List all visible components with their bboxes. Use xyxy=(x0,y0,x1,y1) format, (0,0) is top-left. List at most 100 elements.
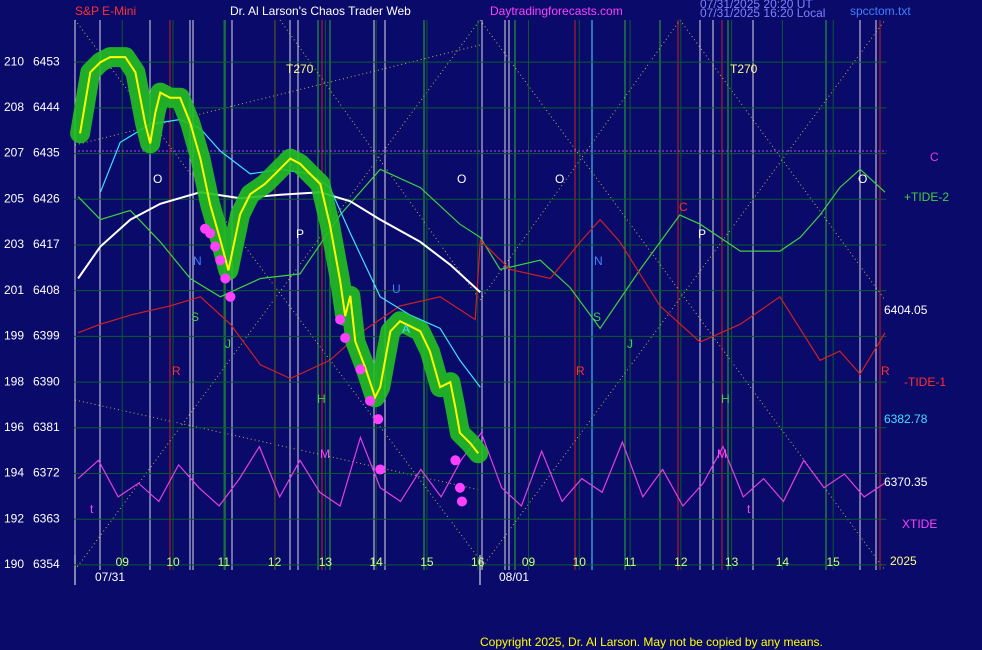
y-tick-label: 6381 xyxy=(33,420,60,434)
y-alt-tick-label: 201 xyxy=(4,283,24,297)
series-end-label: 6404.05 xyxy=(884,303,928,317)
series-line xyxy=(77,431,885,508)
y-alt-tick-label: 210 xyxy=(4,54,24,68)
annotation: R xyxy=(576,364,585,378)
y-tick-label: 6435 xyxy=(33,146,60,160)
y-tick-label: 6408 xyxy=(33,283,60,297)
site-url: Daytradingforecasts.com xyxy=(490,4,623,18)
annotation: O xyxy=(555,172,564,186)
y-alt-tick-label: 196 xyxy=(4,420,24,434)
y-tick-label: 6426 xyxy=(33,191,60,205)
y-alt-tick-label: 192 xyxy=(4,511,24,525)
gann-line xyxy=(479,19,681,301)
timestamp: 07/31/2025 16:20 Local xyxy=(700,6,825,20)
annotation: M xyxy=(717,447,727,461)
y-alt-tick-label: 207 xyxy=(4,146,24,160)
x-tick-label: 15 xyxy=(827,555,841,569)
pivot-dot xyxy=(205,228,216,239)
x-tick-label: 11 xyxy=(624,555,637,569)
annotation: R xyxy=(881,364,890,378)
annotation: S xyxy=(191,310,199,324)
x-tick-label: 12 xyxy=(674,555,688,569)
annotation: S xyxy=(593,310,601,324)
pivot-dot xyxy=(450,455,461,466)
x-tick-label: 10 xyxy=(166,555,180,569)
series-line xyxy=(77,191,481,293)
series-line xyxy=(77,168,886,330)
gann-line xyxy=(279,19,481,301)
series-line xyxy=(77,218,886,380)
pivot-dot xyxy=(335,314,346,325)
annotation: A xyxy=(402,322,410,336)
annotation: H xyxy=(317,392,326,406)
annotation: T270 xyxy=(730,62,758,76)
annotation: N xyxy=(594,254,603,268)
y-tick-label: 6453 xyxy=(33,54,60,68)
y-tick-label: 6372 xyxy=(33,466,60,480)
annotation: M xyxy=(320,447,330,461)
annotation: P xyxy=(698,227,706,241)
x-tick-label: 15 xyxy=(420,555,434,569)
file-name: spcctom.txt xyxy=(850,4,911,18)
annotation: J xyxy=(627,337,633,351)
y-tick-label: 6444 xyxy=(33,100,60,114)
y-alt-tick-label: 208 xyxy=(4,100,24,114)
x-tick-label: 11 xyxy=(218,555,231,569)
pivot-dot xyxy=(340,332,351,343)
x-tick-label: 14 xyxy=(369,555,383,569)
pivot-dot xyxy=(220,273,231,284)
pivot-dot xyxy=(215,255,226,266)
x-tick-label: 10 xyxy=(573,555,587,569)
y-tick-label: 6390 xyxy=(33,374,60,388)
annotation: t xyxy=(90,502,94,516)
x-tick-label: 09 xyxy=(116,555,130,569)
corner-label: 2025 xyxy=(890,554,917,568)
date-label: 07/31 xyxy=(95,570,125,584)
series-label: XTIDE xyxy=(902,517,937,531)
series-end-label: 6370.35 xyxy=(884,475,928,489)
y-alt-tick-label: 190 xyxy=(4,557,24,571)
timestamp: 07/31/2025 20:20 UT xyxy=(700,0,813,11)
annotation: P xyxy=(296,227,304,241)
series-line xyxy=(79,56,479,454)
y-tick-label: 6417 xyxy=(33,237,60,251)
plot-area xyxy=(70,20,887,570)
y-alt-tick-label: 203 xyxy=(4,237,24,251)
x-tick-label: 14 xyxy=(776,555,790,569)
date-label: 08/01 xyxy=(499,570,529,584)
x-tick-label: 13 xyxy=(725,555,739,569)
annotation: t xyxy=(747,502,751,516)
y-alt-tick-label: 199 xyxy=(4,329,24,343)
pivot-dot xyxy=(375,464,386,475)
pivot-dot xyxy=(456,496,467,507)
series-label: +TIDE-2 xyxy=(904,190,949,204)
annotation: O xyxy=(457,172,466,186)
pivot-dot xyxy=(225,291,236,302)
annotation: U xyxy=(392,282,401,296)
x-tick-label: 09 xyxy=(522,555,536,569)
pivot-dot xyxy=(373,414,384,425)
x-tick-label: 12 xyxy=(268,555,282,569)
x-tick-label: 16 xyxy=(471,555,485,569)
y-alt-tick-label: 205 xyxy=(4,191,24,205)
annotation: C xyxy=(679,200,688,214)
reference-label: C xyxy=(930,150,939,164)
symbol: S&P E-Mini xyxy=(75,4,136,18)
pivot-dot xyxy=(454,482,465,493)
x-tick-label: 13 xyxy=(319,555,333,569)
pivot-dot xyxy=(365,395,376,406)
pivot-dot xyxy=(355,364,366,375)
y-tick-label: 6363 xyxy=(33,511,60,525)
y-tick-label: 6399 xyxy=(33,329,60,343)
y-alt-tick-label: 198 xyxy=(4,374,24,388)
series-end-label: 6382.78 xyxy=(884,412,928,426)
annotation: N xyxy=(193,254,202,268)
site-title: Dr. Al Larson's Chaos Trader Web xyxy=(230,4,411,18)
y-alt-tick-label: 194 xyxy=(4,466,24,480)
annotation: O xyxy=(153,172,162,186)
annotation: O xyxy=(858,172,867,186)
series-label: -TIDE-1 xyxy=(904,375,946,389)
annotation: J xyxy=(225,337,231,351)
annotation: H xyxy=(721,392,730,406)
